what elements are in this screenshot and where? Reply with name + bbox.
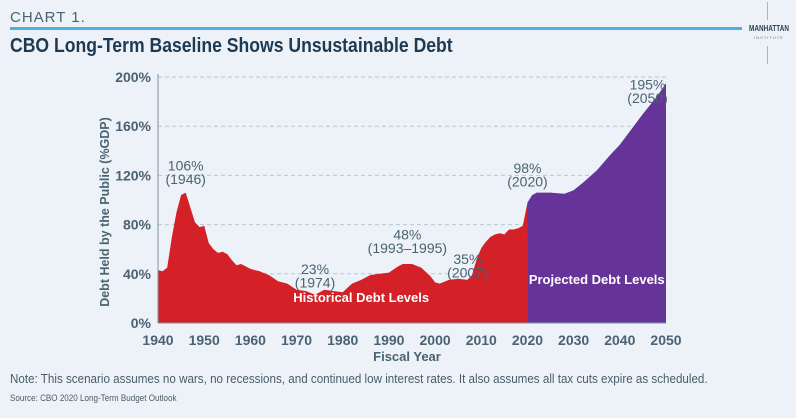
note: Note: This scenario assumes no wars, no … bbox=[10, 372, 708, 386]
x-tick-label: 1980 bbox=[327, 332, 358, 348]
x-tick-label: 1950 bbox=[189, 332, 220, 348]
chart-label: CHART 1. bbox=[10, 9, 86, 26]
y-tick-label: 120% bbox=[115, 167, 151, 183]
manhattan-institute-logo: MANHATTAN INSTITUTE bbox=[744, 2, 794, 64]
x-tick-label: 2010 bbox=[466, 332, 497, 348]
x-tick-label: 1970 bbox=[281, 332, 312, 348]
annotation-value: 48% bbox=[393, 226, 421, 242]
logo-divider bbox=[767, 46, 768, 64]
annotation-year: (1993–1995) bbox=[368, 240, 447, 256]
annotation-value: 98% bbox=[513, 160, 541, 176]
area-historical bbox=[158, 192, 528, 323]
y-tick-label: 200% bbox=[115, 69, 151, 85]
x-tick-label: 1990 bbox=[373, 332, 404, 348]
x-tick-label: 2050 bbox=[650, 332, 681, 348]
annotation-year: (2007) bbox=[447, 264, 487, 280]
x-axis-label: Fiscal Year bbox=[373, 349, 441, 364]
y-tick-label: 160% bbox=[115, 118, 151, 134]
annotation-year: (2050) bbox=[627, 90, 667, 106]
logo-main: MANHATTAN bbox=[749, 24, 789, 33]
x-tick-label: 2000 bbox=[420, 332, 451, 348]
logo-sub: INSTITUTE bbox=[754, 35, 784, 40]
annotation-value: 35% bbox=[453, 251, 481, 267]
series-label-projected: Projected Debt Levels bbox=[529, 272, 665, 287]
annotation-year: (1946) bbox=[165, 171, 205, 187]
area-projected bbox=[527, 83, 666, 323]
annotation-value: 106% bbox=[168, 157, 204, 173]
x-tick-label: 2030 bbox=[558, 332, 589, 348]
y-tick-label: 0% bbox=[131, 315, 152, 331]
annotation-year: (2020) bbox=[507, 173, 547, 189]
y-tick-label: 80% bbox=[123, 217, 152, 233]
source: Source: CBO 2020 Long-Term Budget Outloo… bbox=[10, 393, 177, 404]
y-tick-label: 40% bbox=[123, 266, 152, 282]
title-rule bbox=[10, 27, 742, 30]
y-axis-label: Debt Held by the Public (%GDP) bbox=[98, 117, 112, 307]
annotation-value: 195% bbox=[630, 76, 666, 92]
annotation-year: (1974) bbox=[295, 274, 335, 290]
annotation-value: 23% bbox=[301, 261, 329, 277]
x-tick-label: 1940 bbox=[142, 332, 173, 348]
logo-divider bbox=[767, 2, 768, 20]
chart-title: CBO Long-Term Baseline Shows Unsustainab… bbox=[10, 35, 453, 57]
x-tick-label: 2040 bbox=[604, 332, 635, 348]
x-tick-label: 2020 bbox=[512, 332, 543, 348]
x-tick-label: 1960 bbox=[235, 332, 266, 348]
series-label-historical: Historical Debt Levels bbox=[293, 290, 429, 305]
